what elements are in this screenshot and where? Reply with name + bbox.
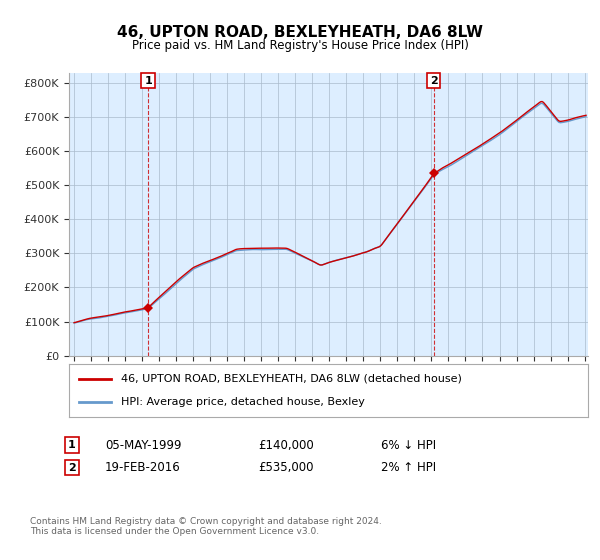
Text: Contains HM Land Registry data © Crown copyright and database right 2024.
This d: Contains HM Land Registry data © Crown c… xyxy=(30,517,382,536)
Text: 46, UPTON ROAD, BEXLEYHEATH, DA6 8LW: 46, UPTON ROAD, BEXLEYHEATH, DA6 8LW xyxy=(117,25,483,40)
Text: 2% ↑ HPI: 2% ↑ HPI xyxy=(381,461,436,474)
Text: £140,000: £140,000 xyxy=(258,438,314,452)
Text: Price paid vs. HM Land Registry's House Price Index (HPI): Price paid vs. HM Land Registry's House … xyxy=(131,39,469,52)
Text: 46, UPTON ROAD, BEXLEYHEATH, DA6 8LW (detached house): 46, UPTON ROAD, BEXLEYHEATH, DA6 8LW (de… xyxy=(121,374,462,384)
Text: 2: 2 xyxy=(430,76,437,86)
Text: 2: 2 xyxy=(68,463,76,473)
Text: 1: 1 xyxy=(144,76,152,86)
Text: 05-MAY-1999: 05-MAY-1999 xyxy=(105,438,182,452)
Text: 19-FEB-2016: 19-FEB-2016 xyxy=(105,461,181,474)
Text: 6% ↓ HPI: 6% ↓ HPI xyxy=(381,438,436,452)
Text: 1: 1 xyxy=(68,440,76,450)
Text: £535,000: £535,000 xyxy=(258,461,314,474)
Text: HPI: Average price, detached house, Bexley: HPI: Average price, detached house, Bexl… xyxy=(121,397,365,407)
